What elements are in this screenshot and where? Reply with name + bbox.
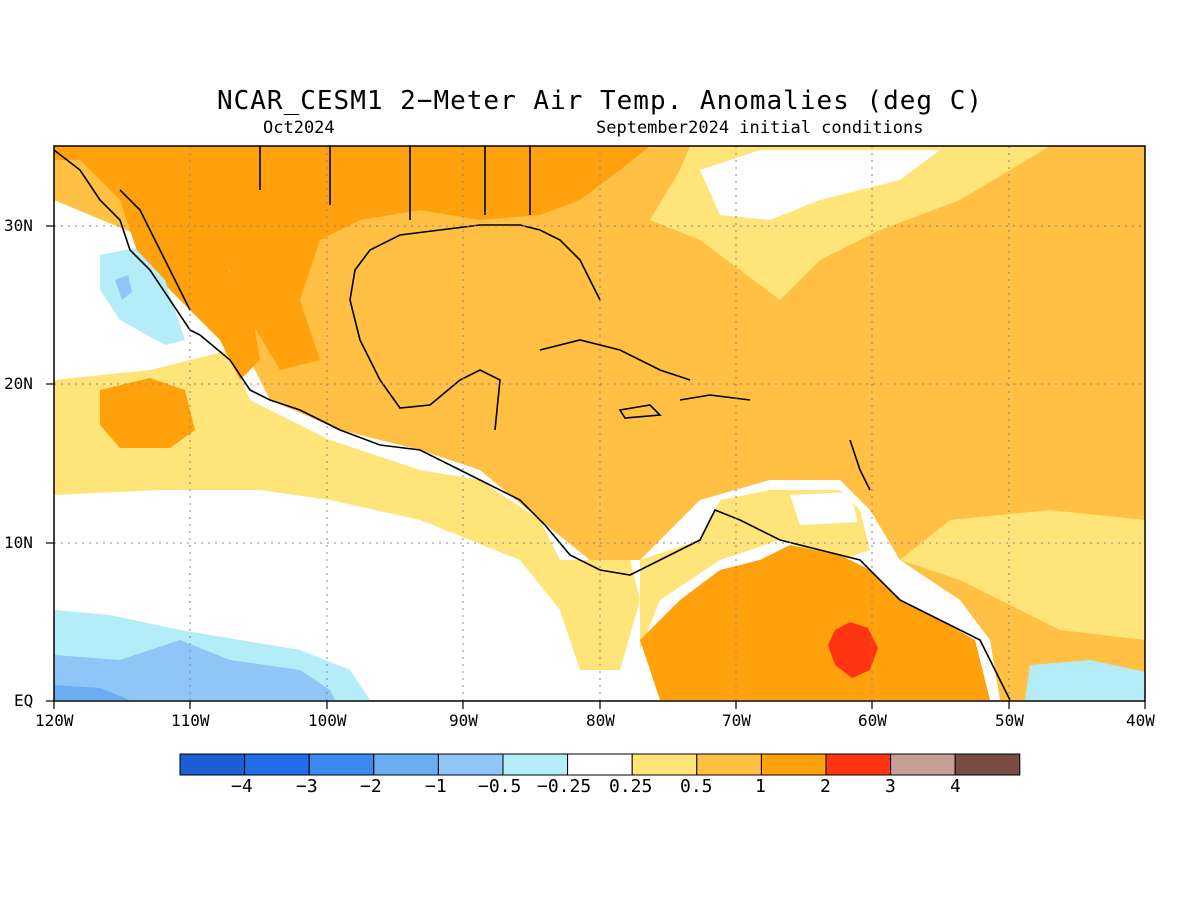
anomaly-0.25-0.5-sa (640, 490, 870, 650)
colorbar-swatch (825, 753, 892, 776)
anomaly-1-2-pacific-blob (100, 378, 195, 448)
anomaly-0.25-0.5-pacific (54, 350, 640, 670)
colorbar-swatch (502, 753, 569, 776)
colorbar-label: −3 (296, 776, 318, 797)
colorbar (179, 753, 1021, 776)
lat-label-30n: 30N (4, 216, 33, 235)
lat-label-eq: EQ (14, 691, 34, 710)
initial-conditions: September2024 initial conditions (596, 118, 924, 138)
colorbar-label: 2 (820, 776, 831, 797)
colorbar-swatch (696, 753, 762, 776)
map-title: NCAR_CESM1 2−Meter Air Temp. Anomalies (… (216, 86, 984, 116)
colorbar-swatch (631, 753, 698, 776)
anomaly-neg-0.5-gulf-ca (115, 275, 132, 300)
colorbar-swatch (244, 753, 310, 776)
anomaly-fields (54, 146, 1145, 701)
colorbar-swatch (373, 753, 439, 776)
colorbar-swatch (760, 753, 827, 776)
lon-label-70w: 70W (722, 711, 751, 730)
colorbar-label: 0.5 (680, 776, 713, 797)
anomaly-0.5-1-region (54, 146, 1145, 700)
lat-label-10n: 10N (4, 533, 33, 552)
near-zero-caribbean (790, 492, 858, 525)
anomaly-1-2-north (54, 146, 650, 370)
colorbar-swatch (567, 753, 633, 776)
colorbar-label: −0.25 (537, 776, 592, 797)
colorbar-label: −2 (360, 776, 382, 797)
coastlines (54, 146, 1011, 701)
colorbar-label: −1 (425, 776, 447, 797)
lon-label-110w: 110W (171, 711, 210, 730)
anomaly-neg-0.25-se (1025, 660, 1145, 700)
lon-label-120w: 120W (35, 711, 74, 730)
anomaly-1-2-mexico-west (120, 200, 260, 380)
anomaly-neg-0.25-gulf-ca (100, 248, 185, 345)
anomaly-1-2-south-america (640, 545, 990, 700)
colorbar-swatch (890, 753, 956, 776)
colorbar-swatch (308, 753, 375, 776)
anomaly-neg-0.5-sw (54, 640, 335, 700)
colorbar-swatch (179, 753, 246, 776)
colorbar-label: 0.25 (609, 776, 653, 797)
colorbar-label: 1 (755, 776, 766, 797)
axis-ticks (46, 225, 1146, 709)
lon-label-50w: 50W (995, 711, 1024, 730)
colorbar-swatch (437, 753, 504, 776)
graticule (54, 146, 1145, 701)
anomaly-neg-1-sw (54, 685, 130, 700)
colorbar-swatch (954, 753, 1021, 776)
near-zero-atlantic (700, 150, 940, 220)
lon-label-40w: 40W (1126, 711, 1155, 730)
lon-label-100w: 100W (308, 711, 347, 730)
lon-label-90w: 90W (449, 711, 478, 730)
anomaly-2-3-region (828, 622, 878, 678)
colorbar-label: −4 (231, 776, 253, 797)
lat-label-20n: 20N (4, 374, 33, 393)
colorbar-label: 4 (950, 776, 961, 797)
lon-label-60w: 60W (858, 711, 887, 730)
colorbar-label: −0.5 (478, 776, 522, 797)
colorbar-label: 3 (885, 776, 896, 797)
lon-label-80w: 80W (586, 711, 615, 730)
forecast-month: Oct2024 (263, 118, 335, 138)
